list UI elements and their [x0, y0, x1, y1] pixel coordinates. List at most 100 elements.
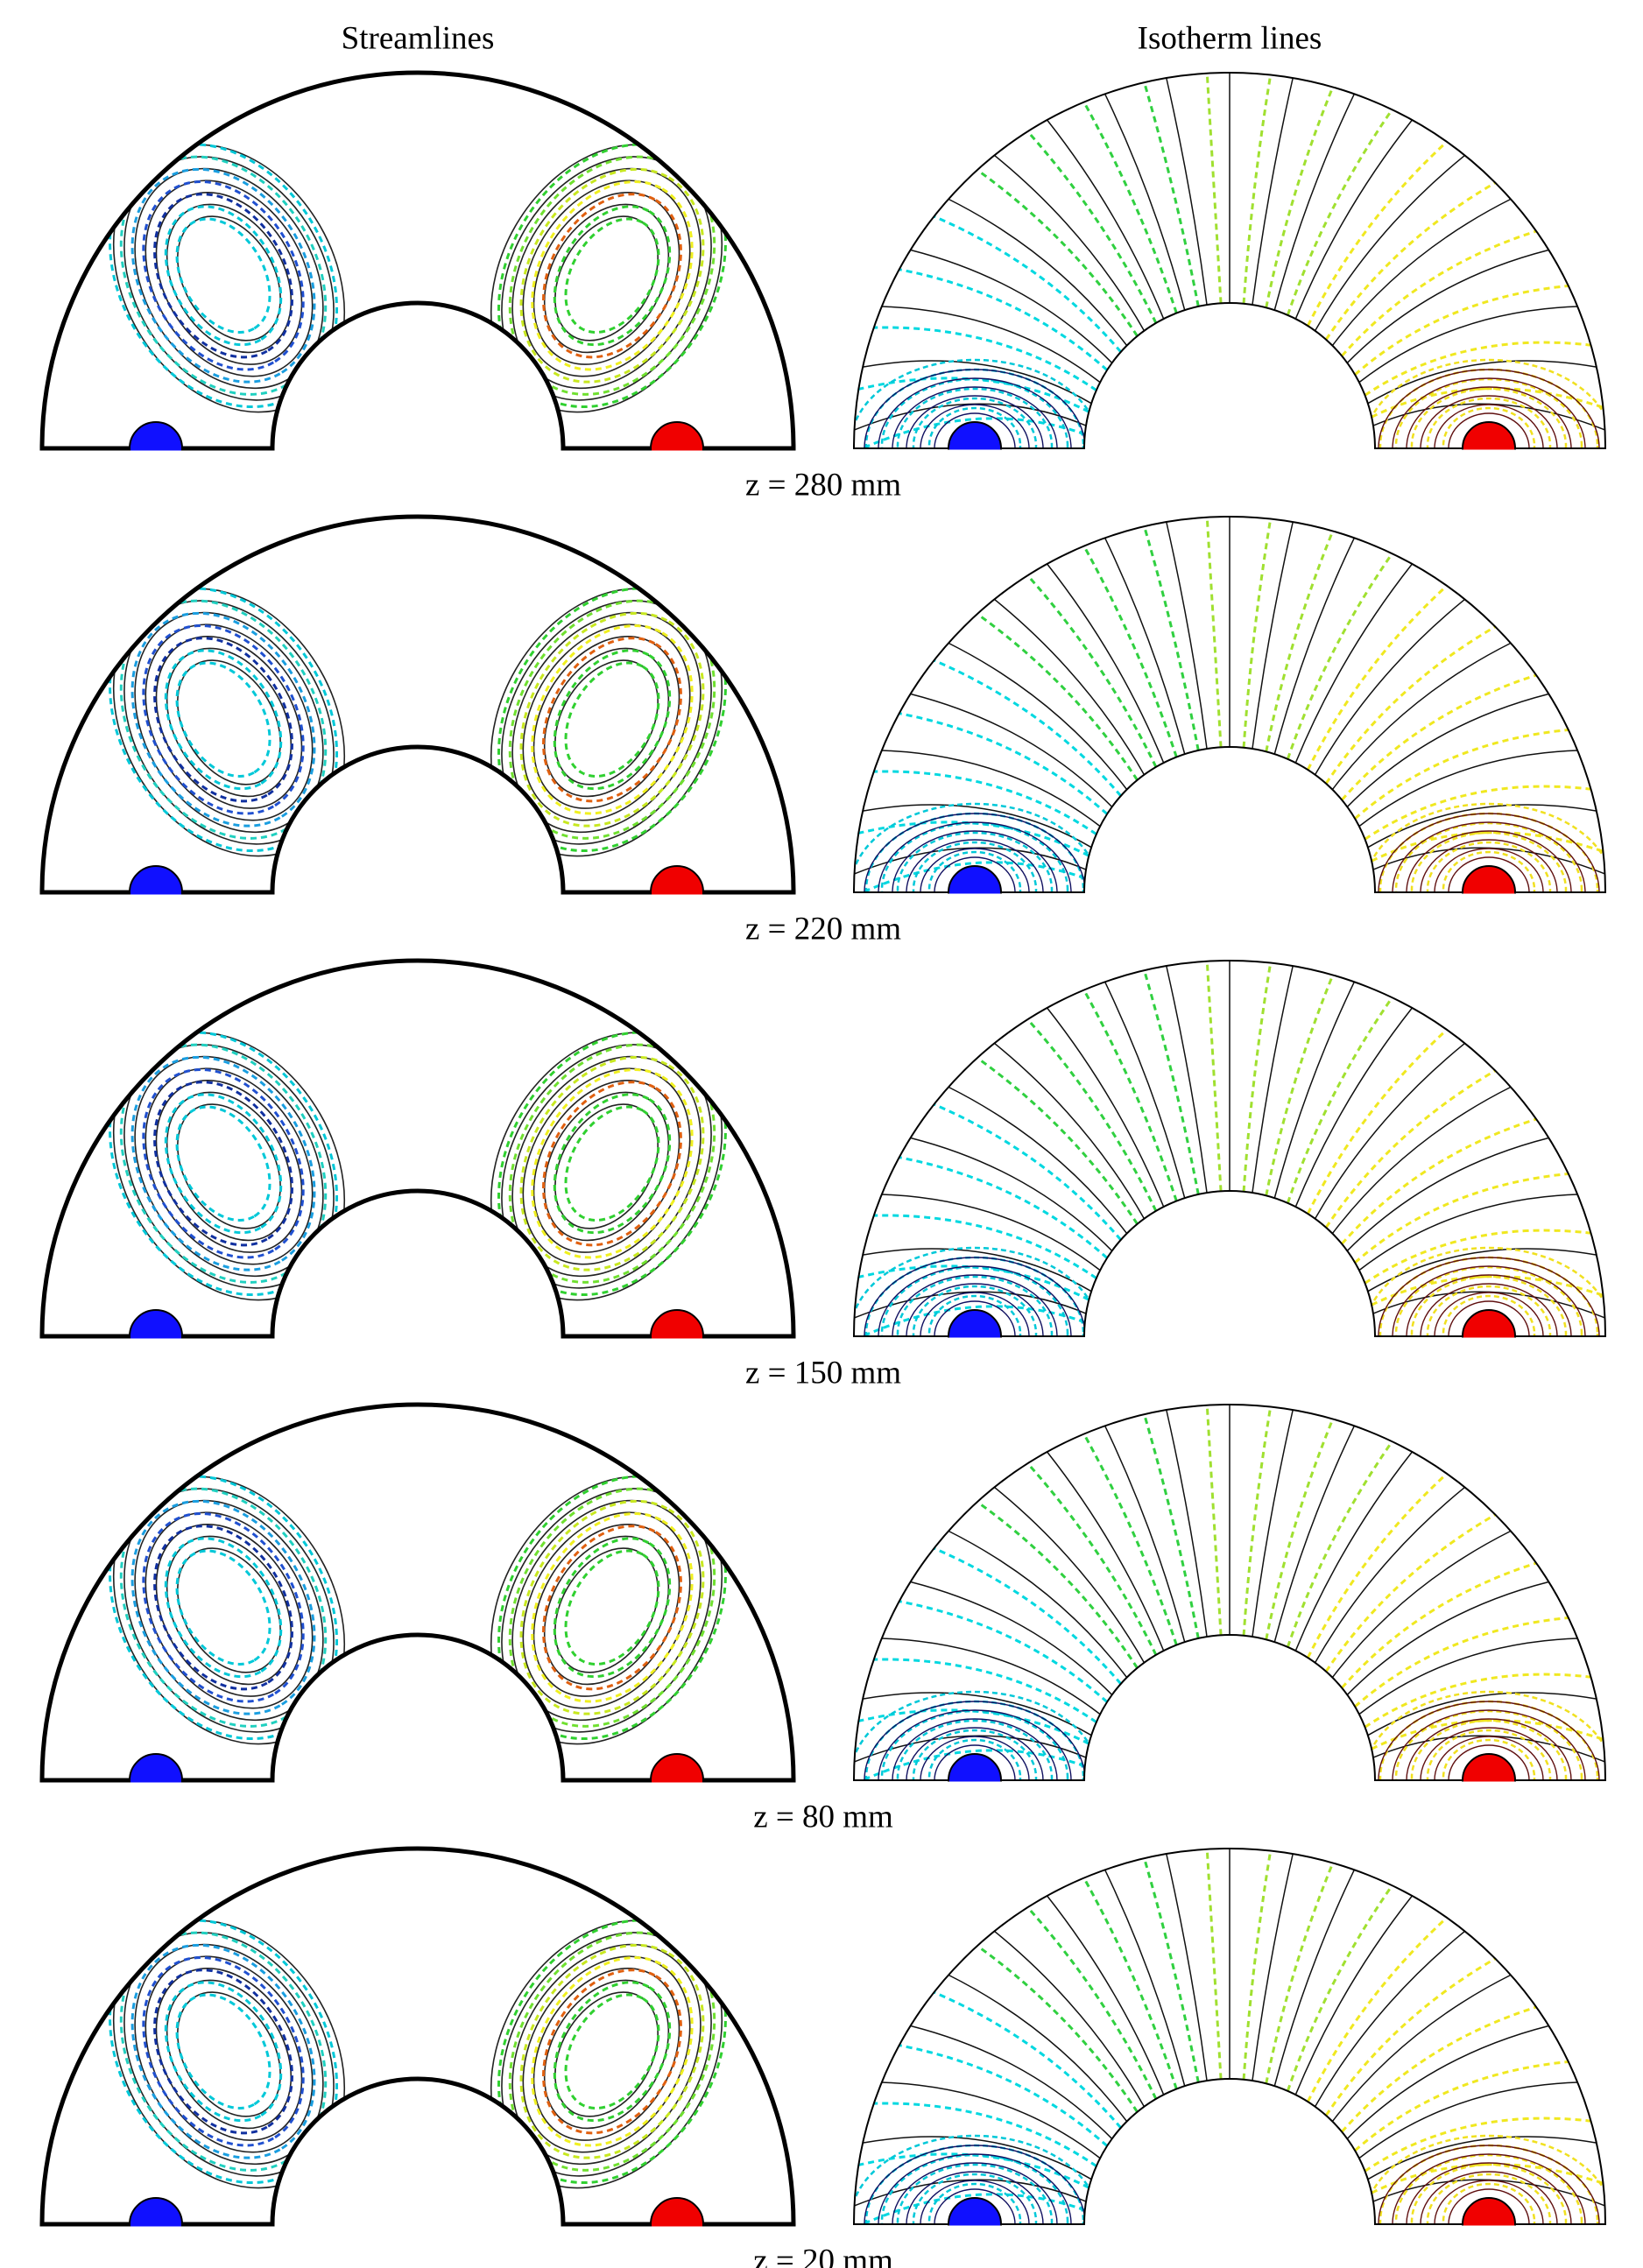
isotherm — [1252, 77, 1294, 306]
isotherm-dashed — [933, 215, 1122, 353]
source-isotherm-dashed — [912, 397, 1038, 448]
source-isotherm — [920, 404, 1030, 448]
isotherm-dashed — [1354, 1172, 1569, 1264]
streamline — [155, 192, 303, 365]
column-header: Streamlines — [342, 20, 495, 56]
source-isotherm-dashed — [1394, 2153, 1583, 2224]
isotherm-dashed — [1026, 1018, 1158, 1212]
streamline-dashed — [542, 1969, 682, 2135]
isotherm-dashed — [977, 168, 1139, 337]
base-mask — [39, 894, 797, 926]
source-isotherm-dashed — [1426, 841, 1552, 892]
streamline-dashed — [508, 1487, 716, 1728]
isotherm — [1346, 249, 1549, 363]
isotherm — [948, 1530, 1128, 1679]
isotherm-dashed — [1371, 1719, 1604, 1750]
source-isotherm — [1420, 1727, 1558, 1780]
streamline-panel — [109, 143, 727, 413]
isotherm — [910, 693, 1113, 807]
domain-outline — [39, 1402, 796, 1783]
source-isotherm-dashed — [1410, 2163, 1568, 2224]
isotherm-dashed — [854, 1749, 1086, 1780]
isotherm — [1367, 804, 1597, 849]
isotherm-dashed — [1143, 81, 1200, 307]
source-isotherm-dashed — [880, 2153, 1069, 2224]
isotherm-dashed — [1082, 101, 1178, 313]
isotherm-dashed — [1265, 86, 1335, 308]
isotherm — [1314, 1486, 1465, 1664]
isotherm-dashed — [858, 377, 1090, 413]
source-isotherm — [892, 1718, 1058, 1780]
streamline-dashed — [542, 193, 682, 359]
isotherm — [1358, 1194, 1578, 1271]
streamline — [123, 1932, 335, 2177]
domain-outline — [852, 1848, 1607, 2225]
streamline-panel — [109, 1031, 727, 1301]
streamline-dashed — [531, 180, 694, 371]
isotherm — [881, 1194, 1101, 1271]
streamline — [501, 156, 712, 401]
isotherm-dashed — [1364, 1673, 1591, 1729]
streamline-dashed — [164, 1981, 283, 2123]
isotherm — [1273, 1425, 1355, 1643]
streamline-dashed — [508, 155, 716, 396]
isotherm — [881, 1638, 1101, 1715]
isotherm-dashed — [854, 861, 1086, 892]
isotherm — [863, 360, 1092, 405]
source-isotherm — [1378, 369, 1600, 448]
isotherm-dashed — [1324, 1957, 1497, 2117]
isotherm — [1273, 1869, 1355, 2087]
streamline-dashed — [553, 1537, 672, 1679]
streamline-dashed — [553, 1981, 672, 2123]
streamline-dashed — [142, 180, 305, 371]
isotherm-dashed — [858, 2152, 1090, 2189]
isotherm — [1358, 2081, 1578, 2159]
source-isotherm-dashed — [1410, 1719, 1568, 1780]
isotherm-dashed — [873, 1214, 1097, 1279]
source-isotherm — [1434, 2180, 1544, 2224]
row-label: z = 20 mm — [753, 2243, 893, 2268]
isotherm-dashed — [1082, 545, 1178, 757]
source-isotherm — [864, 1257, 1086, 1336]
streamline-dashed — [564, 1105, 660, 1222]
streamline-dashed — [119, 1931, 328, 2172]
source-isotherm-dashed — [927, 850, 1022, 892]
isotherm-dashed — [873, 1658, 1097, 1723]
base-mask — [39, 450, 797, 482]
isotherm — [1331, 642, 1512, 791]
source-isotherm — [864, 1701, 1086, 1780]
isotherm-dashed — [858, 821, 1090, 857]
streamline-dashed — [542, 1081, 682, 1247]
isotherm — [863, 804, 1092, 849]
isotherm-panel — [854, 1849, 1605, 2224]
base-mask — [39, 1338, 797, 1370]
isotherm — [881, 306, 1101, 384]
source-isotherm — [892, 2162, 1058, 2224]
streamline-dashed — [153, 1081, 293, 1247]
streamline-dashed — [153, 1969, 293, 2135]
isotherm-dashed — [1306, 584, 1448, 771]
streamline-dashed — [564, 661, 660, 778]
isotherm-dashed — [1341, 229, 1537, 357]
isotherm-dashed — [873, 770, 1097, 835]
streamline — [501, 1488, 712, 1733]
streamline-dashed — [164, 205, 283, 347]
isotherm-dashed — [1341, 673, 1537, 801]
source-isotherm-dashed — [1442, 2182, 1536, 2224]
source-isotherm — [878, 821, 1072, 892]
source-isotherm — [1392, 377, 1586, 448]
source-isotherm-dashed — [1442, 850, 1536, 892]
source-isotherm — [864, 813, 1086, 892]
source-isotherm-dashed — [896, 831, 1054, 892]
source-isotherm — [864, 369, 1086, 448]
source-isotherm-dashed — [880, 1709, 1069, 1780]
streamline — [177, 1103, 281, 1229]
source-isotherm — [1434, 404, 1544, 448]
source-isotherm — [1392, 821, 1586, 892]
source-isotherm-dashed — [1442, 406, 1536, 448]
source-isotherm — [906, 1727, 1044, 1780]
isotherm-dashed — [1242, 518, 1273, 748]
streamline-dashed — [109, 1475, 338, 1741]
isotherm-dashed — [1364, 1229, 1591, 1285]
